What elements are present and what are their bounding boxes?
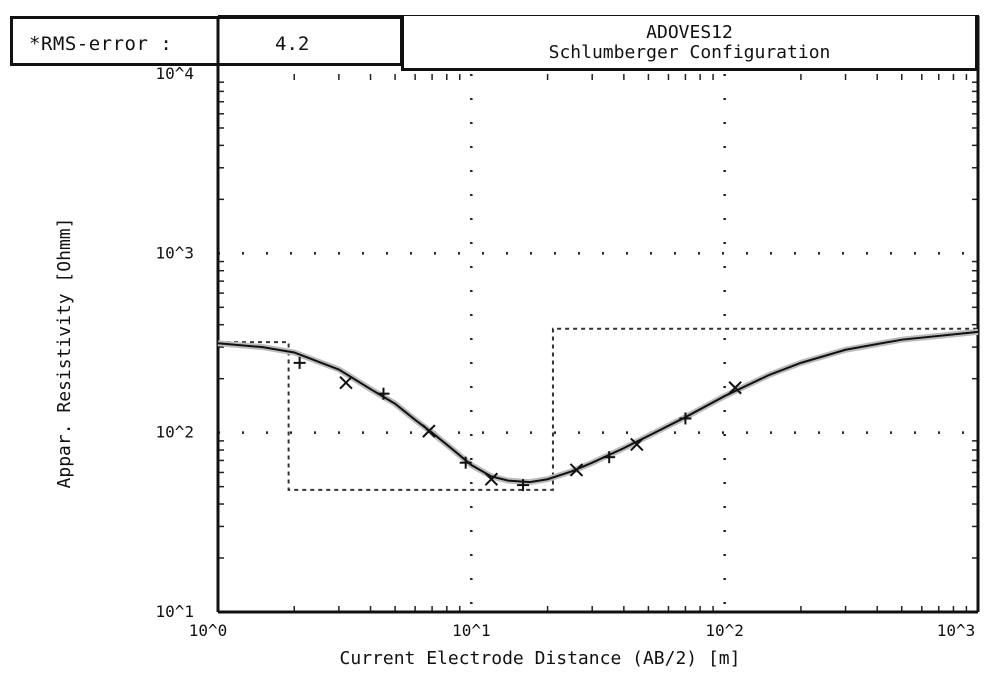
- observed-data-point: [459, 456, 472, 469]
- survey-name: ADOVES12: [646, 22, 733, 43]
- x-tick-label: 10^1: [452, 621, 491, 640]
- x-axis-label: Current Electrode Distance (AB/2) [m]: [340, 648, 741, 669]
- observed-data-point: [517, 479, 530, 492]
- y-tick-label: 10^2: [155, 423, 194, 442]
- x-tick-label: 10^3: [937, 621, 976, 640]
- observed-data-point: [603, 451, 616, 464]
- fitted-curve-line: [217, 330, 979, 484]
- observed-data-point: [339, 375, 353, 390]
- rms-error-value: 4.2: [275, 33, 310, 55]
- rms-error-box: *RMS-error : 4.2: [10, 16, 403, 66]
- configuration-name: Schlumberger Configuration: [548, 42, 831, 63]
- y-tick-label: 10^3: [155, 243, 194, 262]
- y-tick-label: 10^4: [155, 64, 194, 83]
- observed-data-point: [484, 472, 499, 486]
- observed-data-point: [293, 356, 306, 369]
- observed-data-point: [728, 381, 742, 395]
- observed-data-point: [569, 463, 584, 477]
- observed-data-point: [630, 437, 644, 452]
- x-tick-label: 10^0: [189, 621, 228, 640]
- rms-error-label: *RMS-error :: [29, 33, 173, 55]
- y-axis-label: Appar. Resistivity [Ohmm]: [54, 218, 75, 489]
- layer-model-line: [218, 327, 978, 491]
- y-tick-label: 10^1: [155, 602, 194, 621]
- observed-data-point: [422, 424, 436, 438]
- observed-data-point: [679, 412, 692, 425]
- x-tick-label: 10^2: [705, 621, 744, 640]
- observed-data-point: [377, 387, 390, 400]
